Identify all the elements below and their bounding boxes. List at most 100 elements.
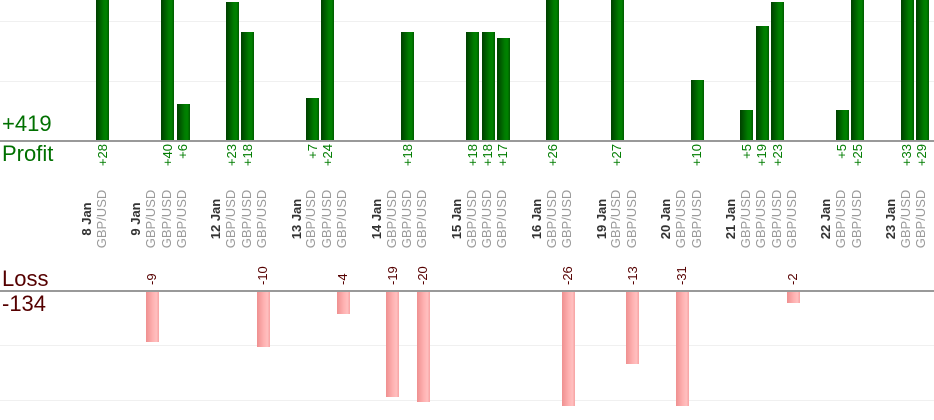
instrument-label: GBP/USD (833, 189, 849, 248)
loss-value-label: -26 (560, 266, 576, 285)
profit-bar (161, 0, 175, 140)
profit-bar (610, 0, 624, 140)
profit-value-label: +19 (754, 144, 770, 167)
profit-bar (241, 32, 255, 140)
instrument-label: GBP/USD (688, 189, 704, 248)
profit-gridline (0, 21, 934, 22)
loss-caption: Loss (2, 266, 49, 291)
instrument-label: GBP/USD (543, 189, 559, 248)
profit-value-label: +25 (849, 144, 865, 167)
profit-bar (740, 110, 754, 140)
date-label: 14 Jan (368, 198, 384, 239)
profit-bar (305, 98, 319, 140)
loss-total: -134 (2, 291, 47, 316)
loss-value-label: -13 (624, 266, 640, 285)
profit-value-label: +23 (224, 144, 240, 167)
instrument-label: GBP/USD (848, 189, 864, 248)
profit-value-label: +5 (738, 144, 754, 159)
instrument-label: GBP/USD (254, 189, 270, 248)
instrument-label: GBP/USD (494, 189, 510, 248)
profit-value-label: +29 (914, 144, 930, 167)
instrument-label: GBP/USD (768, 189, 784, 248)
date-label: 13 Jan (288, 198, 304, 239)
profit-bar (915, 0, 929, 140)
date-label: 22 Jan (818, 198, 834, 239)
profit-bar (466, 32, 480, 140)
profit-value-label: +17 (495, 144, 511, 167)
instrument-label: GBP/USD (414, 189, 430, 248)
date-label: 23 Jan (883, 198, 899, 239)
instrument-label: GBP/USD (223, 189, 239, 248)
loss-value-label: -9 (144, 273, 160, 285)
profit-value-label: +27 (609, 144, 625, 167)
profit-bar (835, 110, 849, 140)
instrument-label: GBP/USD (753, 189, 769, 248)
profit-bar (96, 0, 110, 140)
instrument-label: GBP/USD (383, 189, 399, 248)
loss-value-label: -4 (335, 273, 351, 285)
profit-bar (321, 0, 335, 140)
profit-bar (546, 0, 560, 140)
loss-bar (386, 292, 399, 397)
profit-bar (771, 2, 785, 140)
date-label: 19 Jan (593, 198, 609, 239)
instrument-label: GBP/USD (479, 189, 494, 248)
profit-bar (900, 0, 914, 140)
profit-value-label: +5 (834, 144, 850, 159)
instrument-label: GBP/USD (303, 189, 319, 248)
profit-value-label: +18 (239, 144, 255, 167)
loss-bar (145, 292, 159, 342)
profit-bar (496, 38, 510, 140)
profit-value-label: +6 (175, 144, 190, 159)
instrument-label: GBP/USD (463, 189, 479, 248)
profit-bar (755, 26, 769, 140)
date-label: 15 Jan (448, 198, 464, 239)
profit-bar (481, 32, 495, 140)
profit-value-label: +18 (399, 144, 415, 167)
profit-bar (225, 2, 239, 140)
profit-value-label: +33 (899, 144, 914, 167)
instrument-label: GBP/USD (238, 189, 254, 248)
instrument-label: GBP/USD (898, 189, 913, 248)
profit-bar (691, 80, 704, 140)
profit-bar (176, 104, 190, 140)
loss-bar (561, 292, 575, 406)
profit-bar (401, 32, 415, 140)
loss-bar (626, 292, 640, 364)
instrument-label: GBP/USD (318, 189, 334, 248)
instrument-label: GBP/USD (784, 189, 799, 248)
instrument-label: GBP/USD (623, 189, 639, 248)
instrument-label: GBP/USD (673, 189, 689, 248)
loss-value-label: -31 (674, 266, 690, 285)
loss-bar (786, 292, 800, 303)
instrument-label: GBP/USD (398, 189, 414, 248)
instrument-label: GBP/USD (737, 189, 753, 248)
profit-value-label: +26 (544, 144, 560, 167)
profit-axis-line (0, 140, 934, 142)
loss-bar (416, 292, 430, 402)
loss-gridline (0, 345, 934, 346)
instrument-label: GBP/USD (608, 189, 624, 248)
instrument-label: GBP/USD (559, 189, 575, 248)
profit-value-label: +10 (689, 144, 705, 167)
profit-value-label: +24 (319, 144, 335, 167)
loss-value-label: -20 (415, 266, 431, 285)
profit-value-label: +18 (480, 144, 495, 167)
loss-axis-line (0, 290, 934, 292)
loss-bar (675, 292, 689, 406)
instrument-label: GBP/USD (143, 189, 159, 248)
date-label: 9 Jan (128, 201, 144, 236)
loss-bar (256, 292, 270, 347)
loss-value-label: -19 (384, 266, 400, 285)
profit-value-label: +18 (464, 144, 480, 167)
date-label: 16 Jan (528, 198, 544, 239)
profit-value-label: +7 (304, 144, 320, 159)
date-label: 8 Jan (79, 201, 94, 236)
profit-value-label: +40 (159, 144, 175, 167)
profit-value-label: +28 (94, 144, 110, 167)
profit-total: +419 (2, 111, 52, 136)
instrument-label: GBP/USD (174, 189, 189, 248)
profit-bar (851, 0, 865, 140)
instrument-label: GBP/USD (158, 189, 174, 248)
